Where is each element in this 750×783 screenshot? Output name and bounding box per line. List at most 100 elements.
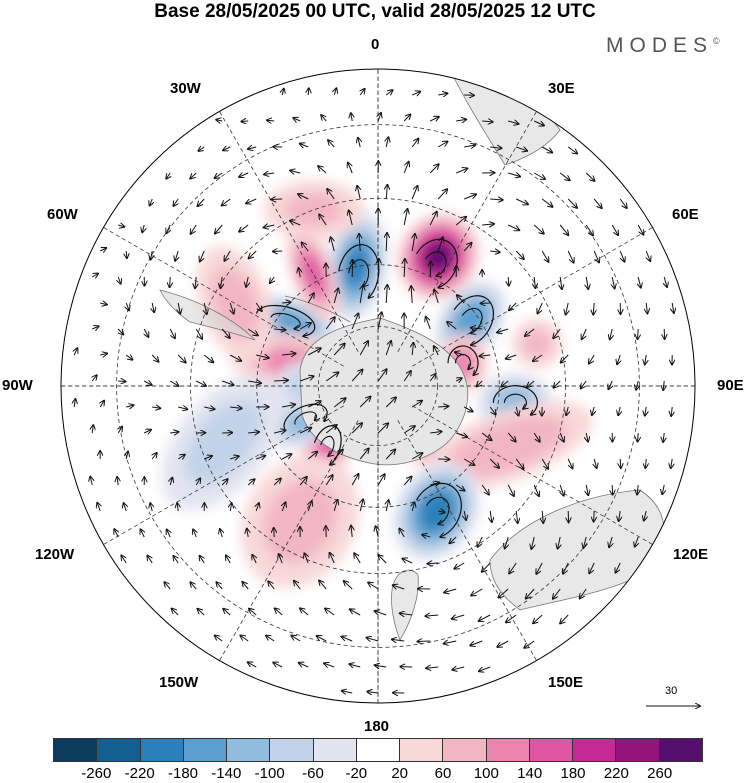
wind-vector [497,640,509,647]
wind-vector [378,113,381,122]
wind-vector [392,639,405,641]
brand-logo: MODES© [606,34,720,58]
wind-vector [490,251,500,252]
wind-vector [533,354,543,361]
wind-vector [147,556,152,564]
wind-vector [430,483,439,485]
wind-vector [554,380,561,388]
wind-vector [430,262,431,278]
colorbar-swatch [313,739,357,761]
wind-vector [126,405,133,407]
wind-vector [429,212,437,226]
wind-vector [97,503,100,512]
wind-vector [291,636,301,642]
wind-vector [464,510,466,520]
wind-vector [385,397,396,408]
wind-vector [275,608,283,616]
wind-vector [437,142,447,148]
wind-vector [248,147,257,149]
wind-vector [541,198,552,207]
wind-vector [516,147,527,151]
wind-vector [662,484,664,494]
lon-label-120w: 120W [35,546,75,563]
wind-vector [378,555,387,564]
wind-vector [612,276,614,288]
map-border [60,68,696,704]
wind-vector [351,370,362,382]
wind-vector [221,479,227,486]
wind-vector [92,326,98,329]
colorbar-swatch [183,739,228,761]
colorbar-tick-label: -60 [302,765,324,782]
vortex-streamline [320,435,335,456]
wind-vector [274,380,288,381]
anomaly-contour [448,415,567,478]
wind-vector [304,553,308,564]
wind-vector [454,562,465,569]
wind-vector [403,477,411,486]
colorbar-tick-label: 180 [560,765,586,782]
wind-vector [593,250,599,262]
wind-vector [533,484,539,496]
wind-vector [173,198,178,206]
wind-vector [525,328,535,336]
wind-vector [447,322,457,330]
wind-vector [456,378,462,381]
wind-vector [247,529,248,538]
wind-vector [290,171,301,174]
wind-vector [151,354,158,362]
lon-label-60w: 60W [47,206,78,223]
wind-vector [490,510,492,522]
lon-label-90w: 90W [2,377,33,394]
wind-vector [282,89,284,96]
wind-vector [325,317,335,330]
wind-vector [359,449,369,460]
wind-vector [249,609,257,616]
wind-vector [593,198,602,208]
wind-vector [594,458,596,468]
wind-vector [359,234,360,252]
wind-vector [480,355,491,356]
anomaly-contour [263,479,337,563]
wind-vector [230,407,242,408]
wind-vector [324,663,335,667]
wind-vector [223,147,231,150]
wind-vector [377,423,388,434]
wind-vector [200,556,205,564]
wind-vector [282,302,290,303]
colorbar-tick-label: 220 [603,765,629,782]
wind-vector [193,529,196,538]
wind-vector [368,583,379,590]
vortex-streamline [461,307,483,335]
wind-vector [426,667,439,668]
wind-vector [229,354,241,361]
wind-vector [481,432,491,440]
wind-vector [226,556,230,564]
wind-vector [273,663,283,667]
wind-vector [239,173,249,177]
wind-vector [252,555,256,564]
wind-vector [386,285,387,304]
meridian-line [412,405,653,545]
wind-vector [429,117,439,121]
vortex-streamline [255,304,316,339]
wind-vector [118,381,125,382]
wind-vector [215,636,223,642]
wind-vector [664,276,667,287]
wind-vector [333,344,345,356]
wind-vector [290,221,301,226]
lon-label-0: 0 [371,36,380,53]
wind-vector [274,329,285,330]
wind-vector [560,614,569,624]
wind-vector [559,224,568,235]
wind-vector [317,636,327,642]
wind-vector [367,638,379,641]
colorbar-swatch [356,739,401,761]
wind-vector [167,530,171,538]
wind-vector [412,343,413,356]
wind-vector [351,423,362,434]
wind-vector [74,348,77,356]
wind-vector [222,381,233,385]
reference-vector-label: 30 [665,685,678,697]
wind-vector [367,692,379,693]
